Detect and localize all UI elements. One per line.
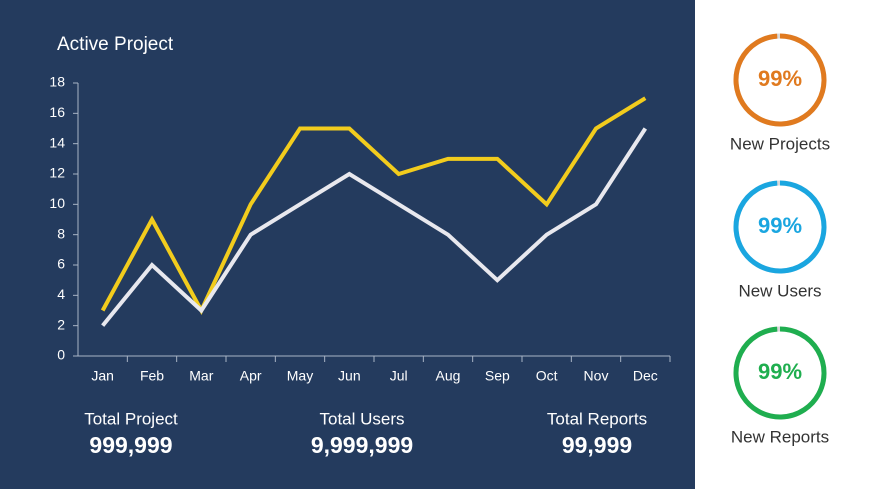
- stat-value: 9,999,999: [311, 432, 413, 458]
- chart-panel: [0, 0, 695, 489]
- stat-label: Total Users: [319, 409, 404, 428]
- series-line: [100, 96, 647, 315]
- x-tick-label: Feb: [140, 368, 164, 384]
- ring-label: New Users: [738, 281, 821, 300]
- ring-value: 99%: [758, 359, 802, 384]
- x-tick-label: Aug: [436, 368, 461, 384]
- side-panel: [695, 0, 870, 489]
- x-tick-label: Dec: [633, 368, 658, 384]
- x-tick-label: Jun: [338, 368, 361, 384]
- series-line: [101, 127, 648, 327]
- x-tick-label: Sep: [485, 368, 510, 384]
- chart-title: Active Project: [57, 34, 174, 55]
- x-tick-label: Apr: [240, 368, 262, 384]
- stat-label: Total Reports: [547, 409, 647, 428]
- ring-value: 99%: [758, 66, 802, 91]
- stat-value: 99,999: [562, 432, 632, 458]
- x-tick-label: Mar: [189, 368, 213, 384]
- y-tick-label: 12: [49, 165, 65, 181]
- y-tick-label: 10: [49, 195, 65, 211]
- x-tick-label: Jan: [91, 368, 114, 384]
- y-tick-label: 2: [57, 316, 65, 332]
- ring-arc: [733, 180, 827, 274]
- stat-label: Total Project: [84, 409, 178, 428]
- ring-label: New Reports: [731, 427, 829, 446]
- x-tick-label: Jul: [390, 368, 408, 384]
- x-tick-label: Nov: [584, 368, 609, 384]
- y-tick-label: 4: [57, 286, 65, 302]
- x-tick-label: May: [287, 368, 313, 384]
- y-tick-label: 14: [49, 134, 65, 150]
- x-tick-label: Oct: [536, 368, 558, 384]
- y-tick-label: 16: [49, 104, 65, 120]
- ring-value: 99%: [758, 213, 802, 238]
- stat-value: 999,999: [89, 432, 172, 458]
- ring-label: New Projects: [730, 134, 830, 153]
- ring-arc: [733, 33, 827, 127]
- y-tick-label: 8: [57, 225, 65, 241]
- y-tick-label: 6: [57, 256, 65, 272]
- y-tick-label: 18: [49, 74, 65, 90]
- y-tick-label: 0: [57, 347, 65, 363]
- ring-arc: [733, 326, 827, 420]
